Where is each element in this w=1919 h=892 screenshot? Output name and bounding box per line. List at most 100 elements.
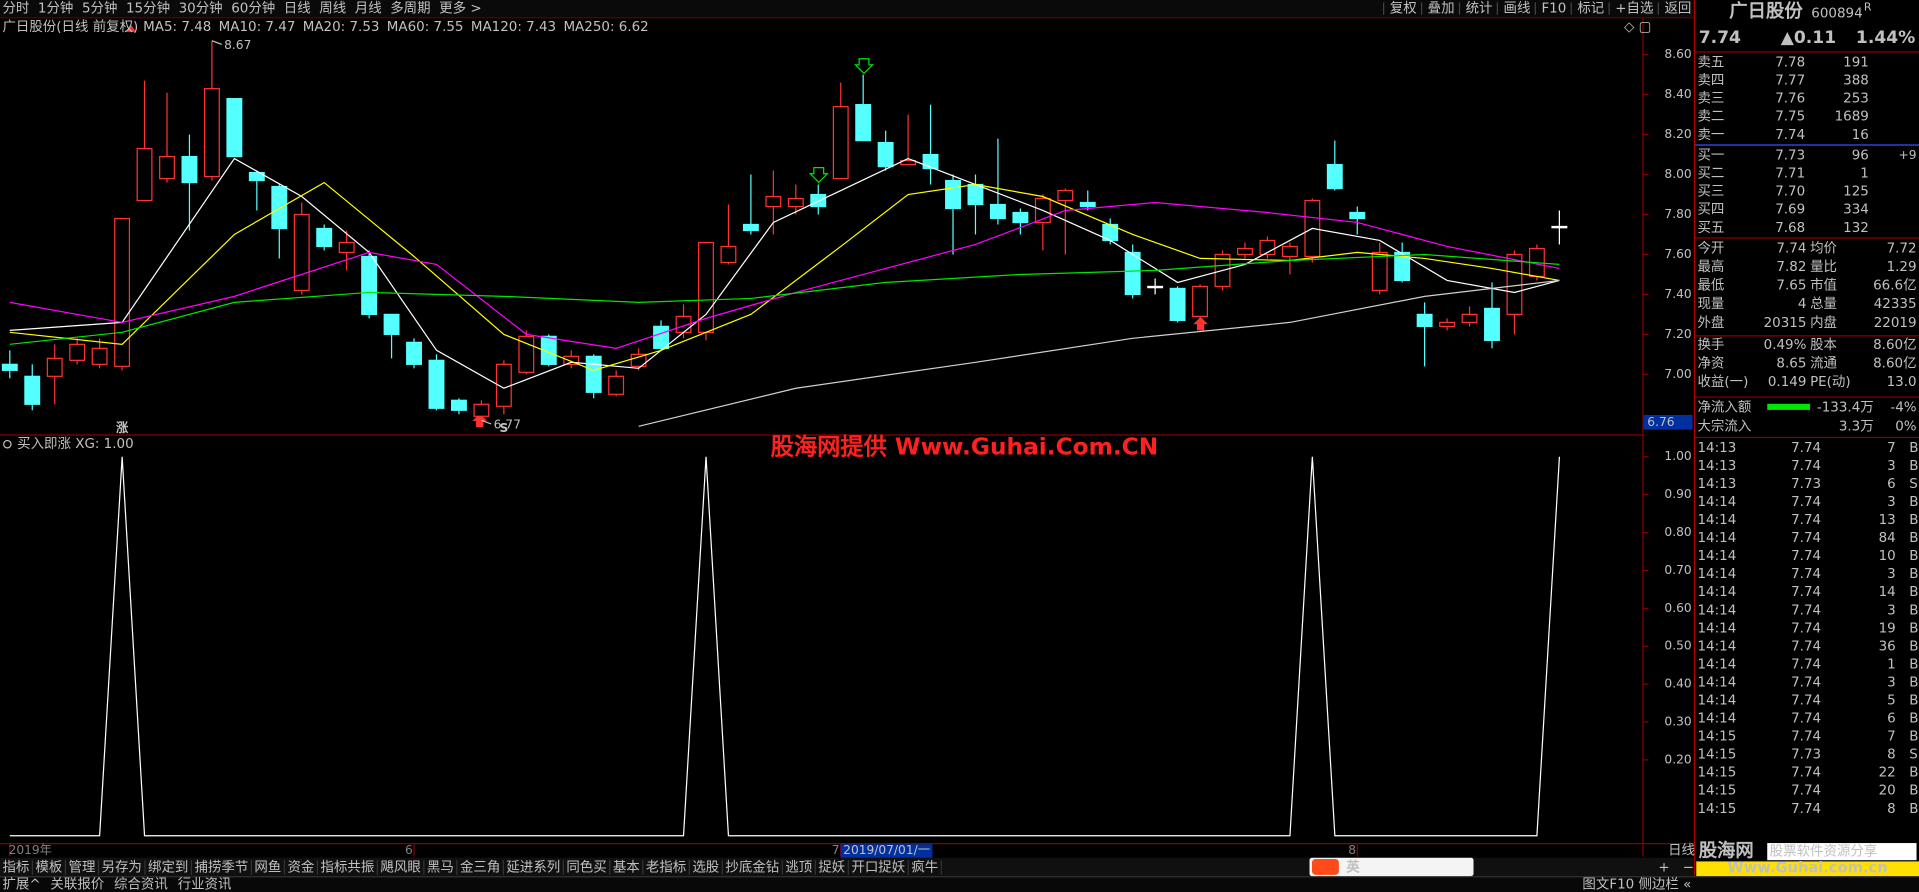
candle-body <box>271 185 288 230</box>
menu-item[interactable]: 60分钟 <box>231 0 275 17</box>
candle-body <box>765 195 782 208</box>
tab[interactable]: 金三角 <box>460 860 500 876</box>
tab[interactable]: 黑马 <box>427 860 454 876</box>
tab[interactable]: 抄底金钻 <box>725 860 779 876</box>
trade-volume: 3 <box>1887 459 1896 474</box>
tab[interactable]: 指标共振 <box>320 860 374 876</box>
tab[interactable]: 模板 <box>35 860 62 876</box>
ask-label: 卖五 <box>1697 54 1724 70</box>
candle-body <box>1057 189 1074 202</box>
stat-value: 13.0 <box>1887 375 1917 390</box>
menu-item[interactable]: +自选 <box>1615 1 1653 17</box>
zoom-in[interactable]: + <box>1658 861 1669 876</box>
footer-tab[interactable]: 关联报价 <box>50 877 104 892</box>
menu-item[interactable]: 多周期 <box>390 0 430 17</box>
menu-item[interactable]: 分时 <box>2 1 29 17</box>
menu-item[interactable]: 月线 <box>355 1 382 17</box>
tab[interactable]: 网鱼 <box>254 859 281 876</box>
tab[interactable]: 另存为 <box>102 860 142 876</box>
menu-item[interactable]: 画线 <box>1504 1 1531 17</box>
annotation-leader <box>211 40 222 45</box>
ask-price: 7.76 <box>1775 92 1805 107</box>
candle-body <box>383 313 400 335</box>
trade-time: 14:14 <box>1697 549 1736 564</box>
tab[interactable]: 捕捞季节 <box>194 860 248 876</box>
menu-item[interactable]: 周线 <box>319 1 346 17</box>
signal-arrow <box>472 413 488 428</box>
menu-item[interactable]: 复权 <box>1390 0 1417 17</box>
ime-logo <box>1311 858 1339 875</box>
candle-body <box>46 357 63 377</box>
menu-item[interactable]: 统计 <box>1466 1 1493 17</box>
tab[interactable]: 选股 <box>692 860 719 876</box>
tab[interactable]: 捉妖 <box>818 860 845 876</box>
candle-body <box>630 353 647 367</box>
candle-body <box>1237 247 1253 256</box>
menu-item[interactable]: 标记 <box>1577 1 1604 17</box>
footer-tab[interactable]: 综合资讯 <box>114 877 168 892</box>
candle-body <box>136 147 153 202</box>
candle-body <box>1461 313 1478 323</box>
tab[interactable]: 指标 <box>2 860 29 876</box>
trade-price: 7.74 <box>1791 694 1821 709</box>
tab[interactable]: 逃顶 <box>785 860 812 876</box>
candle-body <box>653 325 670 349</box>
x-tick-label: 8 <box>1348 843 1356 857</box>
stat-value: 20315 <box>1764 316 1807 331</box>
legend-entry: MA250: 6.62 <box>563 20 648 35</box>
stat-label: 外盘 <box>1697 314 1724 331</box>
trade-volume: 13 <box>1879 513 1896 528</box>
tab[interactable]: 开口捉妖 <box>851 860 905 876</box>
menu-item[interactable]: 15分钟 <box>126 0 170 17</box>
y-tick-label: 1.00 <box>1664 449 1691 463</box>
window-icon[interactable]: ◇ ▢ <box>1624 20 1651 35</box>
trade-side: S <box>1909 477 1918 492</box>
tab[interactable]: 老指标 <box>646 860 686 876</box>
logo-url: Www.Guhai.com.cn <box>1728 860 1888 877</box>
y-tick-label: 0.20 <box>1664 752 1691 766</box>
trade-price: 7.74 <box>1791 441 1821 456</box>
period-label[interactable]: 日线 <box>1668 842 1695 858</box>
footer-tab[interactable]: 行业资讯 <box>178 877 232 892</box>
tab[interactable]: 基本 <box>613 859 640 876</box>
menu-item[interactable]: 叠加 <box>1428 1 1455 17</box>
tab[interactable]: 资金 <box>287 860 314 876</box>
flow-value: -133.4万 <box>1817 400 1874 415</box>
menu-item[interactable]: 30分钟 <box>179 0 223 17</box>
menu-item[interactable]: 返回 <box>1664 1 1691 17</box>
cursor-price: 6.76 <box>1647 415 1674 429</box>
stat-label: 股本 <box>1810 337 1837 353</box>
menu-item[interactable]: 日线 <box>284 1 311 17</box>
stock-name: 广日股份 <box>1729 0 1803 22</box>
candle-body <box>1371 251 1388 292</box>
tab[interactable]: 延进系列 <box>506 860 560 876</box>
tab[interactable]: 飓风眼 <box>380 861 420 876</box>
menu-item[interactable]: F10 <box>1541 2 1566 17</box>
stat-value: 66.6亿 <box>1873 278 1916 294</box>
candle-body <box>585 355 602 393</box>
menu-item[interactable]: 1分钟 <box>38 0 73 17</box>
trade-volume: 20 <box>1879 784 1896 799</box>
trade-side: B <box>1909 694 1918 709</box>
tab[interactable]: 疯牛 <box>911 860 938 876</box>
menu-item[interactable]: 5分钟 <box>82 0 117 17</box>
tab[interactable]: 绑定到 <box>148 860 188 876</box>
ask-volume: 253 <box>1843 92 1869 107</box>
footer-tab[interactable]: 扩展^ <box>2 877 40 892</box>
y-tick-label: 0.80 <box>1664 525 1691 539</box>
trade-side: B <box>1909 531 1918 546</box>
footer-right[interactable]: 图文F10 侧边栏 « <box>1582 877 1691 892</box>
stat-label: 最低 <box>1697 278 1724 294</box>
tab[interactable]: 同色买 <box>566 859 606 876</box>
bid-price: 7.71 <box>1775 167 1805 182</box>
trade-side: B <box>1909 784 1918 799</box>
candle-body <box>338 241 355 254</box>
logo-slogan: 股票软件资源分享 <box>1770 843 1878 860</box>
menu-item[interactable]: 更多 > <box>439 0 481 17</box>
trade-volume: 7 <box>1887 441 1896 456</box>
candle-body <box>1349 211 1366 220</box>
bid-volume: 132 <box>1843 221 1869 236</box>
stat-label: 最高 <box>1697 258 1724 275</box>
tab[interactable]: 管理 <box>69 860 96 876</box>
zoom-out[interactable]: − <box>1683 861 1694 876</box>
